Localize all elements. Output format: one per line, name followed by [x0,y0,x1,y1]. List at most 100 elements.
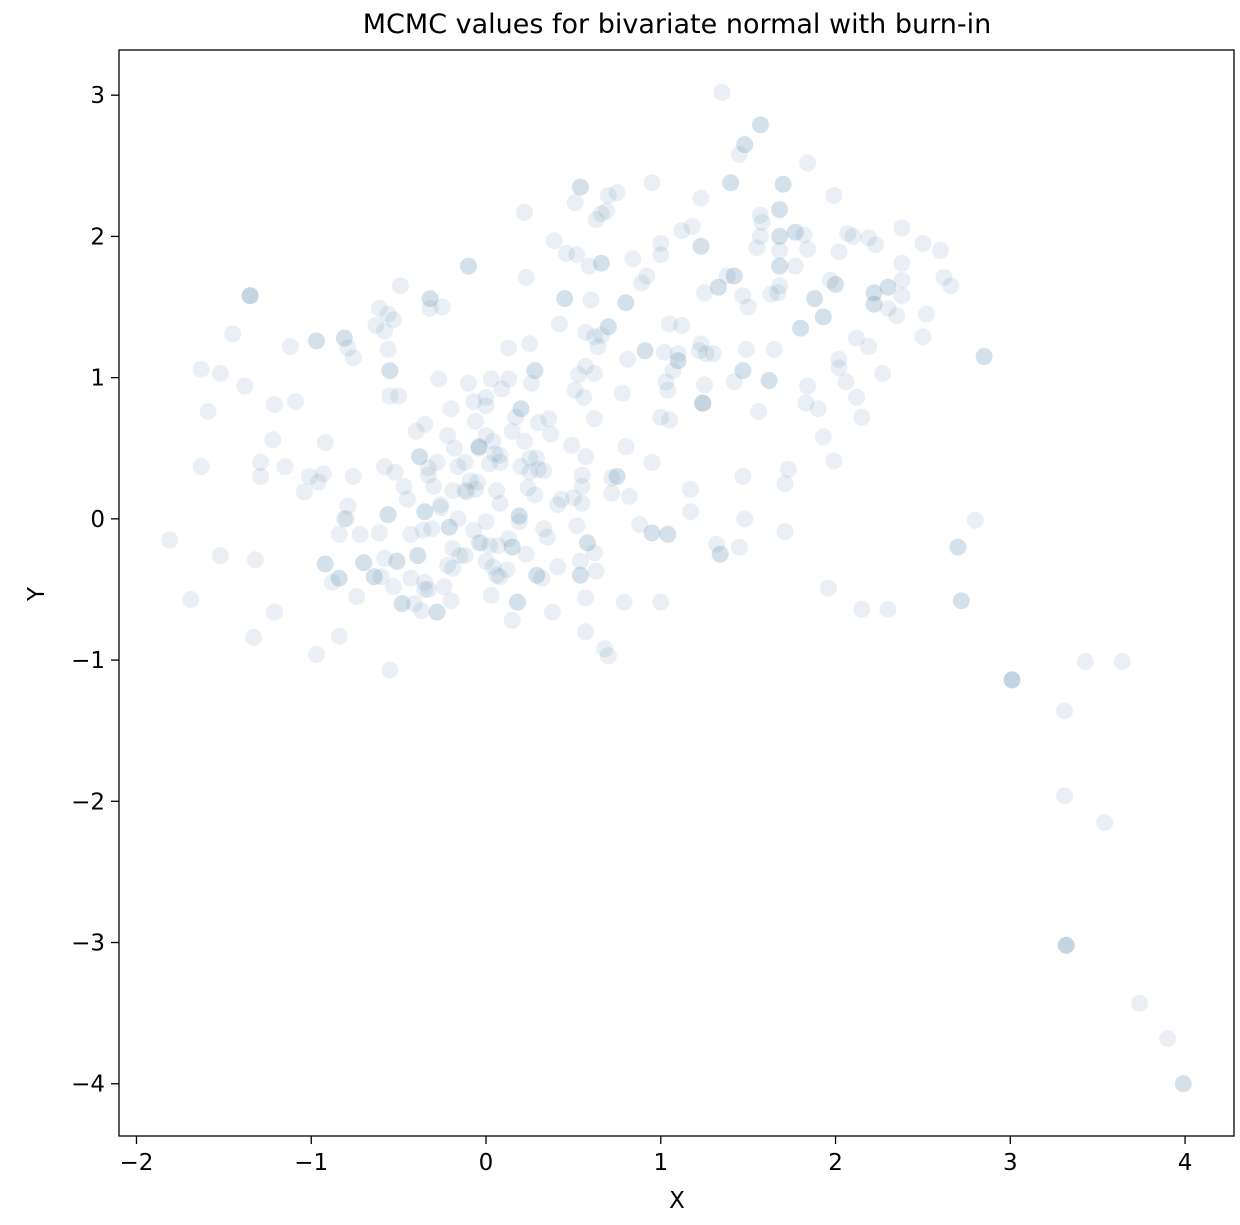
x-axis: −2 −1 0 1 2 3 4 [120,1136,1192,1176]
scatter-point [931,242,949,259]
scatter-point [503,538,521,556]
scatter-point [692,237,710,255]
scatter-point [182,590,200,608]
scatter-point [830,359,848,377]
scatter-point [776,523,794,541]
scatter-point [771,201,789,219]
scatter-point [330,627,348,645]
scatter-point [339,497,357,515]
scatter-point [617,294,635,312]
y-tick-label: −1 [71,648,105,674]
scatter-point [526,486,544,504]
scatter-point [161,531,179,549]
scatter-point [493,380,511,398]
scatter-point [844,227,862,245]
scatter-point [470,438,488,456]
scatter-point [564,489,582,507]
scatter-point [636,342,654,360]
scatter-point [509,593,526,611]
scatter-point [577,623,595,641]
scatter-point [379,305,397,323]
scatter-point [608,468,626,485]
scatter-point [481,537,498,555]
scatter-point [917,305,935,323]
scatter-point [589,338,607,356]
scatter-point [456,547,474,565]
scatter-point [446,439,463,457]
scatter-point [786,223,804,241]
scatter-point [439,557,457,574]
scatter-point [381,387,399,405]
scatter-point [631,516,649,533]
scatter-point [409,547,427,565]
scatter-point [460,257,477,275]
scatter-point [722,174,740,192]
scatter-point [308,332,325,350]
scatter-point [381,362,399,380]
scatter-point [376,549,394,567]
scatter-point [416,415,434,433]
scatter-point [337,510,355,528]
scatter-point [512,400,530,418]
scatter-point [585,544,603,562]
scatter-point [1057,936,1075,954]
scatter-point [491,446,509,464]
scatter-point [442,400,460,418]
scatter-point [580,257,598,275]
scatter-point [786,223,804,241]
scatter-point [643,524,661,542]
scatter-point [419,581,437,598]
scatter-point [592,205,610,223]
scatter-point [734,362,752,380]
scatter-point [577,357,595,375]
scatter-point [435,578,453,596]
points-layer [161,83,1192,1093]
scatter-point [1003,671,1021,689]
scatter-point [1057,936,1075,954]
scatter-point [470,438,488,456]
scatter-point [526,362,544,380]
scatter-point [725,373,743,391]
scatter-point [814,308,832,326]
scatter-point [592,254,610,272]
scatter-point [762,285,780,303]
scatter-point [451,547,469,565]
scatter-point [503,538,521,556]
x-tick-label: 0 [479,1150,494,1176]
scatter-point [512,458,530,476]
scatter-point [760,372,778,389]
scatter-point [419,459,437,477]
scatter-point [734,287,752,305]
scatter-point [468,473,486,491]
scatter-point [557,244,575,262]
scatter-point [624,250,642,268]
scatter-point [797,394,815,412]
scatter-point [330,569,348,587]
scatter-point [428,603,446,621]
scatter-point [316,555,334,573]
scatter-point [809,400,827,418]
scatter-point [252,468,270,485]
scatter-point [949,538,967,556]
scatter-point [585,328,603,346]
scatter-point [694,394,712,412]
x-tick-label: −1 [294,1150,328,1176]
scatter-point [503,612,521,629]
scatter-point [661,315,678,333]
scatter-point [281,338,299,356]
scatter-point [528,449,546,467]
scatter-point [370,299,388,317]
scatter-point [391,277,409,295]
scatter-point [774,175,792,193]
scatter-point [725,267,743,285]
scatter-point [344,468,362,485]
scatter-point [1056,787,1073,805]
scatter-point [428,603,446,621]
scatter-point [241,287,259,305]
scatter-point [521,463,539,481]
scatter-point [708,535,726,553]
scatter-point [696,284,713,302]
scatter-point [566,194,584,211]
scatter-point [722,174,740,192]
scatter-point [814,428,832,446]
